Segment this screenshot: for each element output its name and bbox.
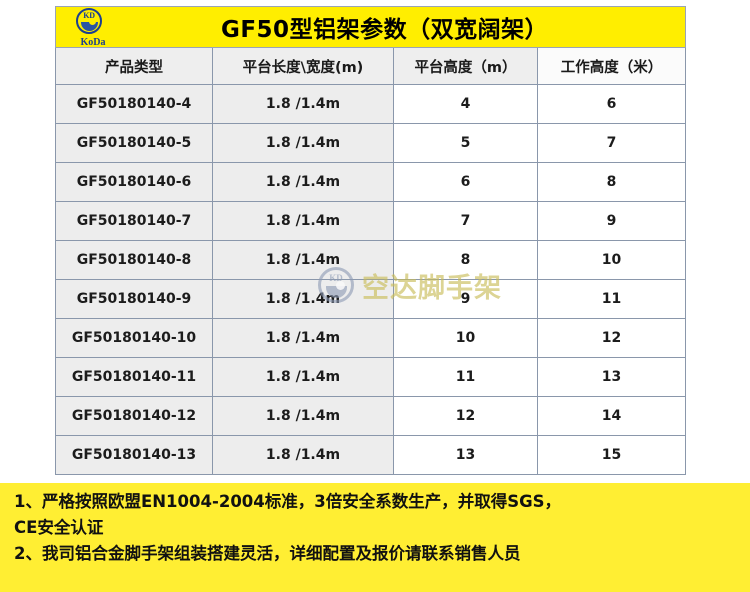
table-row: GF50180140-11 1.8 /1.4m 11 13	[55, 357, 687, 397]
table-title-row: KD KoDa GF50型铝架参数（双宽阔架）	[54, 6, 687, 48]
cell-working-height: 14	[536, 396, 687, 436]
cell-model: GF50180140-13	[55, 435, 213, 475]
table-row: GF50180140-13 1.8 /1.4m 13 15	[55, 435, 687, 475]
cell-platform-size: 1.8 /1.4m	[212, 201, 394, 241]
table-title-cell: KD KoDa GF50型铝架参数（双宽阔架）	[54, 6, 687, 48]
cell-working-height: 12	[536, 318, 687, 358]
cell-working-height: 6	[536, 84, 687, 124]
cell-platform-size: 1.8 /1.4m	[212, 357, 394, 397]
spec-table: KD KoDa GF50型铝架参数（双宽阔架） 产品类型 平台长度\宽度(m) …	[54, 6, 687, 475]
cell-model: GF50180140-8	[55, 240, 213, 280]
column-header-platform-size: 平台长度\宽度(m)	[212, 47, 394, 85]
cell-working-height: 7	[536, 123, 687, 163]
cell-platform-size: 1.8 /1.4m	[212, 162, 394, 202]
cell-platform-size: 1.8 /1.4m	[212, 84, 394, 124]
cell-platform-size: 1.8 /1.4m	[212, 435, 394, 475]
cell-model: GF50180140-10	[55, 318, 213, 358]
note-line-2: CE安全认证	[14, 518, 104, 537]
cell-platform-height: 7	[393, 201, 538, 241]
cell-platform-height: 6	[393, 162, 538, 202]
cell-model: GF50180140-9	[55, 279, 213, 319]
cell-working-height: 9	[536, 201, 687, 241]
cell-working-height: 15	[536, 435, 687, 475]
cell-platform-height: 5	[393, 123, 538, 163]
table-row: GF50180140-6 1.8 /1.4m 6 8	[55, 162, 687, 202]
table-header-row: 产品类型 平台长度\宽度(m) 平台高度（m） 工作高度（米）	[55, 47, 687, 85]
note-line-3: 2、我司铝合金脚手架组装搭建灵活，详细配置及报价请联系销售人员	[14, 544, 521, 563]
table-row: GF50180140-12 1.8 /1.4m 12 14	[55, 396, 687, 436]
notes-band: 1、严格按照欧盟EN1004-2004标准，3倍安全系数生产，并取得SGS， C…	[0, 483, 750, 592]
cell-platform-height: 9	[393, 279, 538, 319]
cell-platform-height: 12	[393, 396, 538, 436]
koda-logo-wordmark: KoDa	[80, 37, 106, 48]
cell-platform-size: 1.8 /1.4m	[212, 279, 394, 319]
table-row: GF50180140-10 1.8 /1.4m 10 12	[55, 318, 687, 358]
page-title: GF50型铝架参数（双宽阔架）	[220, 17, 549, 43]
cell-working-height: 8	[536, 162, 687, 202]
spec-table-body: KD KoDa GF50型铝架参数（双宽阔架） 产品类型 平台长度\宽度(m) …	[54, 6, 687, 475]
cell-working-height: 13	[536, 357, 687, 397]
column-header-product-type: 产品类型	[55, 47, 213, 85]
cell-model: GF50180140-11	[55, 357, 213, 397]
cell-model: GF50180140-5	[55, 123, 213, 163]
koda-logo-swoosh-icon	[81, 18, 98, 31]
cell-platform-height: 13	[393, 435, 538, 475]
spec-table-container: KD KoDa GF50型铝架参数（双宽阔架） 产品类型 平台长度\宽度(m) …	[54, 6, 687, 478]
note-line-1: 1、严格按照欧盟EN1004-2004标准，3倍安全系数生产，并取得SGS，	[14, 492, 562, 511]
table-row: GF50180140-5 1.8 /1.4m 5 7	[55, 123, 687, 163]
cell-model: GF50180140-6	[55, 162, 213, 202]
table-row: GF50180140-9 1.8 /1.4m 9 11	[55, 279, 687, 319]
cell-platform-height: 8	[393, 240, 538, 280]
koda-logo-initials: KD	[83, 11, 95, 20]
table-row: GF50180140-4 1.8 /1.4m 4 6	[55, 84, 687, 124]
cell-working-height: 11	[536, 279, 687, 319]
cell-model: GF50180140-7	[55, 201, 213, 241]
cell-platform-height: 10	[393, 318, 538, 358]
cell-platform-size: 1.8 /1.4m	[212, 396, 394, 436]
cell-platform-size: 1.8 /1.4m	[212, 240, 394, 280]
cell-model: GF50180140-12	[55, 396, 213, 436]
cell-platform-height: 4	[393, 84, 538, 124]
column-header-platform-height: 平台高度（m）	[393, 47, 538, 85]
cell-platform-height: 11	[393, 357, 538, 397]
cell-working-height: 10	[536, 240, 687, 280]
koda-logo-circle-icon: KD	[76, 8, 102, 34]
cell-platform-size: 1.8 /1.4m	[212, 318, 394, 358]
cell-model: GF50180140-4	[55, 84, 213, 124]
koda-logo: KD KoDa	[62, 7, 124, 48]
column-header-working-height: 工作高度（米）	[536, 47, 687, 85]
title-inner: KD KoDa GF50型铝架参数（双宽阔架）	[56, 7, 685, 48]
table-row: GF50180140-8 1.8 /1.4m 8 10	[55, 240, 687, 280]
cell-platform-size: 1.8 /1.4m	[212, 123, 394, 163]
table-row: GF50180140-7 1.8 /1.4m 7 9	[55, 201, 687, 241]
